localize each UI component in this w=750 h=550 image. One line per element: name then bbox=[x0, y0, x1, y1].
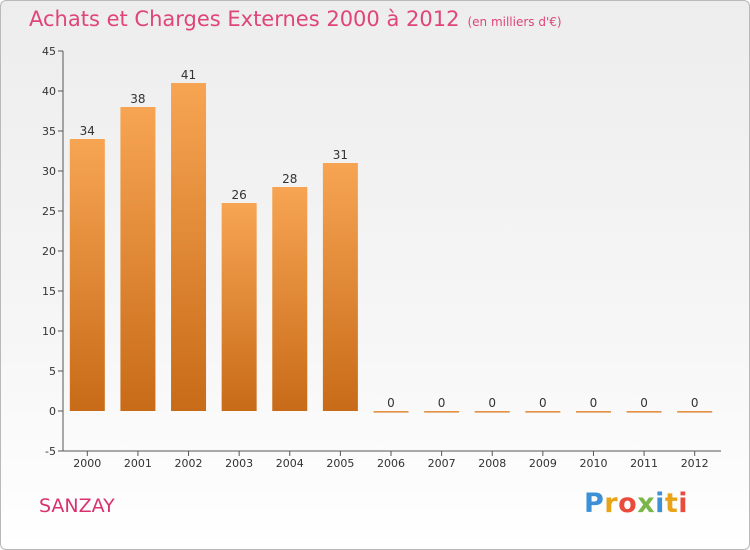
bar bbox=[221, 203, 257, 411]
y-tick-label: 5 bbox=[49, 365, 56, 378]
x-tick-label: 2003 bbox=[225, 457, 253, 470]
y-tick-label: 35 bbox=[42, 125, 56, 138]
bar bbox=[69, 139, 105, 411]
data-label: 34 bbox=[80, 124, 95, 138]
bar bbox=[474, 411, 510, 413]
x-tick-label: 2006 bbox=[377, 457, 405, 470]
bar bbox=[575, 411, 611, 413]
y-tick-label: 0 bbox=[49, 405, 56, 418]
bar bbox=[424, 411, 460, 413]
place-name: SANZAY bbox=[39, 495, 115, 517]
x-tick-label: 2002 bbox=[175, 457, 203, 470]
data-label: 0 bbox=[691, 396, 699, 410]
bar bbox=[373, 411, 409, 413]
bar bbox=[322, 163, 358, 411]
data-label: 0 bbox=[438, 396, 446, 410]
x-tick-label: 2009 bbox=[529, 457, 557, 470]
data-label: 26 bbox=[232, 188, 247, 202]
y-tick-label: 40 bbox=[42, 85, 56, 98]
x-tick-label: 2007 bbox=[428, 457, 456, 470]
bar bbox=[171, 83, 207, 411]
bar bbox=[677, 411, 713, 413]
data-label: 0 bbox=[488, 396, 496, 410]
data-label: 0 bbox=[590, 396, 598, 410]
y-tick-label: 25 bbox=[42, 205, 56, 218]
data-label: 0 bbox=[640, 396, 648, 410]
x-tick-label: 2005 bbox=[326, 457, 354, 470]
data-label: 0 bbox=[387, 396, 395, 410]
y-tick-label: 10 bbox=[42, 325, 56, 338]
bar bbox=[626, 411, 662, 413]
logo-letter: i bbox=[678, 488, 689, 519]
logo-letter: t bbox=[664, 488, 679, 519]
x-tick-label: 2008 bbox=[478, 457, 506, 470]
data-label: 28 bbox=[282, 172, 297, 186]
x-tick-label: 2001 bbox=[124, 457, 152, 470]
logo-letter: i bbox=[655, 488, 665, 519]
chart-title-text: Achats et Charges Externes 2000 à 2012 bbox=[29, 7, 460, 31]
y-tick-label: 15 bbox=[42, 285, 56, 298]
bar bbox=[120, 107, 156, 411]
data-label: 38 bbox=[130, 92, 145, 106]
chart-subtitle: (en milliers d'€) bbox=[467, 15, 562, 29]
bar bbox=[272, 187, 308, 411]
data-label: 31 bbox=[333, 148, 348, 162]
proxiti-logo[interactable]: Proxiti bbox=[584, 488, 688, 519]
x-tick-label: 2004 bbox=[276, 457, 304, 470]
data-label: 0 bbox=[539, 396, 547, 410]
logo-letter: x bbox=[637, 488, 656, 519]
y-tick-label: 30 bbox=[42, 165, 56, 178]
bar bbox=[525, 411, 561, 413]
logo-letter: r bbox=[604, 488, 619, 519]
x-tick-label: 2011 bbox=[630, 457, 658, 470]
y-tick-label: 20 bbox=[42, 245, 56, 258]
data-label: 41 bbox=[181, 68, 196, 82]
x-tick-label: 2000 bbox=[73, 457, 101, 470]
x-tick-label: 2012 bbox=[681, 457, 709, 470]
x-tick-label: 2010 bbox=[579, 457, 607, 470]
logo-letter: o bbox=[618, 488, 638, 519]
chart-title: Achats et Charges Externes 2000 à 2012 (e… bbox=[29, 7, 562, 31]
y-tick-label: -5 bbox=[45, 445, 56, 458]
logo-letter: P bbox=[584, 488, 605, 519]
y-tick-label: 45 bbox=[42, 45, 56, 58]
